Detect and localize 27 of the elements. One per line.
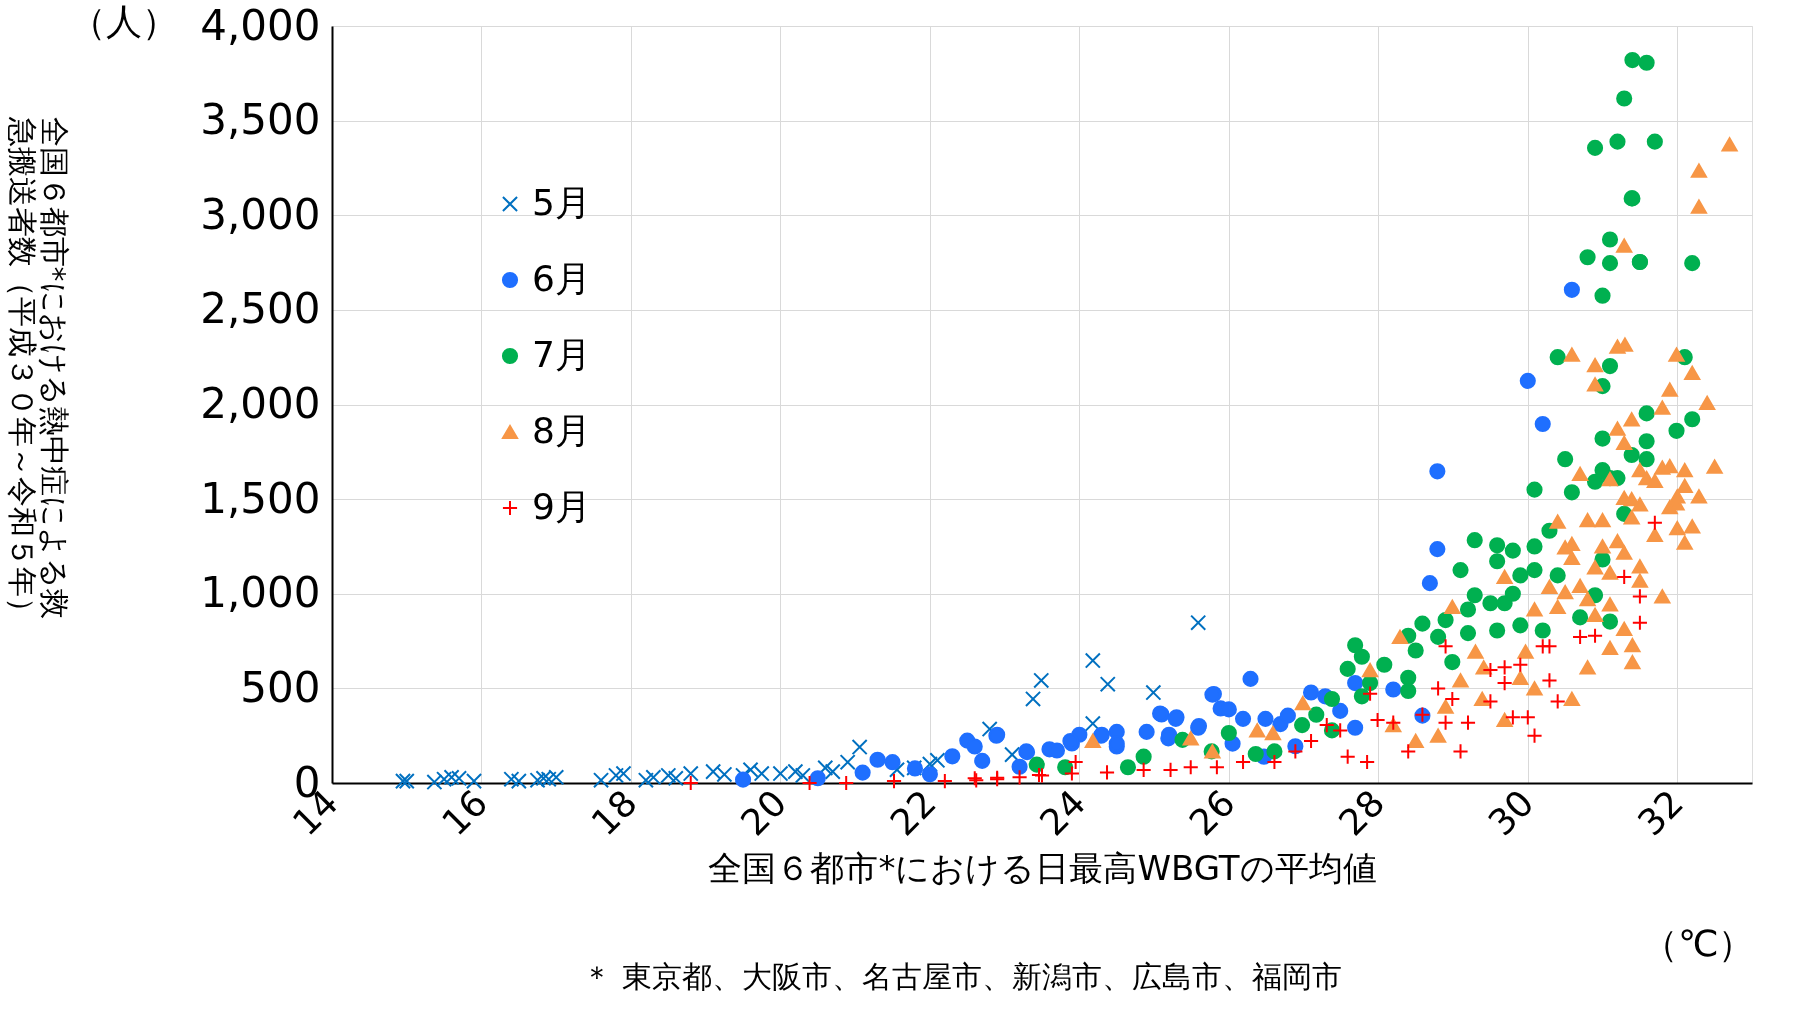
x-axis-title: 全国６都市*における日最高WBGTの平均値 xyxy=(708,847,1377,888)
text: （℃） xyxy=(1642,923,1755,964)
legend-label: 7月 xyxy=(532,334,591,375)
y-tick-label: 1,000 xyxy=(200,568,321,618)
text: ＊ 東京都、大阪市、名古屋市、新潟市、広島市、福岡市 xyxy=(582,959,1342,994)
x-tick-label: 28 xyxy=(1330,781,1393,844)
x-tick-label: 20 xyxy=(732,781,795,844)
y-tick-label: 3,500 xyxy=(200,95,321,145)
y-tick-label: 500 xyxy=(240,662,321,712)
y-axis-title: 全国６都市*における熱中症による救急搬送者数（平成３０年～令和５年） xyxy=(4,115,72,627)
y-tick-label: 1,500 xyxy=(200,473,321,523)
x-tick-label: 16 xyxy=(434,781,496,844)
x-tick-label: 22 xyxy=(882,781,944,844)
y-tick-label: 3,000 xyxy=(200,189,321,239)
y-tick-label: 2,500 xyxy=(200,284,321,334)
x-tick-label: 30 xyxy=(1480,781,1542,844)
text: （人） xyxy=(70,1,178,42)
legend-label: 6月 xyxy=(532,258,591,299)
y-tick-label: 2,000 xyxy=(200,379,321,428)
x-tick-label: 26 xyxy=(1181,781,1243,844)
legend-label: 8月 xyxy=(532,410,591,451)
x-tick-label: 24 xyxy=(1031,781,1094,844)
legend-label: 5月 xyxy=(532,182,591,223)
x-tick-label: 32 xyxy=(1629,781,1692,844)
y-tick-label: 4,000 xyxy=(200,0,321,50)
x-tick-label: 18 xyxy=(583,781,645,844)
legend-label: 9月 xyxy=(532,486,591,527)
